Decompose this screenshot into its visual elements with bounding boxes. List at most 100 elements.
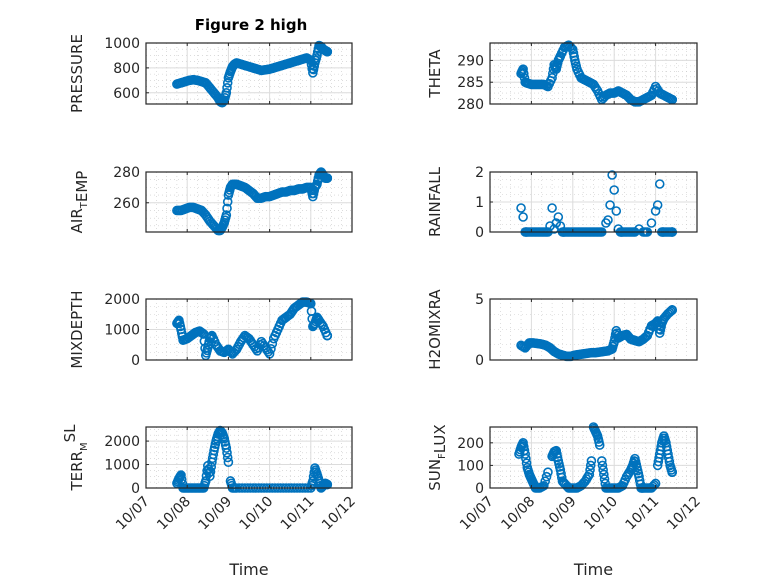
y-axis-label-part: T: [79, 201, 90, 209]
data-point: [518, 212, 528, 222]
subplot-rainfall: 0 1 2 RAINFALL: [426, 165, 698, 241]
x-tick-label: 10/10: [237, 494, 277, 534]
y-tick-label: 280: [113, 165, 140, 181]
x-tick-label: 10/10: [581, 494, 621, 534]
y-tick-label: 200: [457, 436, 484, 452]
x-tick-label: 10/09: [540, 494, 580, 534]
data-point: [649, 480, 660, 490]
data-point: [316, 319, 327, 330]
data-series: [516, 305, 677, 362]
data-point: [539, 480, 549, 491]
y-tick-label: 1000: [104, 458, 140, 474]
data-point: [586, 456, 597, 466]
y-tick-label: 290: [457, 53, 484, 69]
data-point: [547, 73, 557, 83]
data-point: [664, 307, 675, 318]
data-point: [223, 457, 234, 467]
y-axis-label: THETA: [426, 49, 444, 99]
y-tick-label: 0: [475, 225, 484, 241]
y-tick-label: 800: [113, 61, 140, 77]
subplot-theta: 280 285 290 THETA: [426, 40, 698, 113]
y-tick-label: 5: [475, 292, 484, 308]
x-tick-label: 10/12: [664, 494, 704, 534]
data-point: [322, 173, 333, 183]
data-point: [520, 449, 530, 459]
y-axis-label: AIRTEMP: [68, 171, 91, 234]
y-tick-label: 2: [475, 165, 484, 181]
data-point: [584, 469, 595, 480]
data-point: [667, 305, 677, 315]
data-point: [594, 440, 605, 450]
y-axis-label-part: M: [79, 442, 90, 451]
data-point: [206, 462, 217, 472]
data-point: [205, 466, 216, 477]
data-point: [322, 46, 333, 57]
axes-box: [489, 426, 698, 489]
data-point: [222, 452, 233, 463]
data-point: [598, 465, 608, 475]
y-tick-label: 0: [131, 481, 140, 497]
y-axis-label-part: THETA: [426, 49, 444, 99]
data-point: [221, 443, 232, 453]
x-tick-label: 10/07: [113, 494, 153, 534]
data-point: [599, 469, 609, 480]
y-tick-label: 1000: [104, 36, 140, 52]
y-tick-label: 260: [113, 196, 140, 212]
data-point: [547, 203, 557, 213]
data-point: [607, 170, 617, 180]
y-axis-label: TERRMSL: [61, 424, 90, 492]
data-point: [596, 456, 607, 466]
x-tick-label: 10/08: [154, 494, 194, 534]
y-axis-label: MIXDEPTH: [68, 290, 86, 368]
subplot-pressure: 600 800 1000 PRESSURE: [68, 34, 353, 113]
data-point: [569, 51, 579, 62]
subplot-terr_msl: 10/07 10/08 10/09 10/10 10/11 10/12 0 1000 2000 T…: [61, 424, 359, 579]
data-point: [222, 203, 232, 214]
axes-box: [489, 42, 698, 105]
y-axis-label-part: EMP: [73, 171, 91, 202]
y-tick-label: 2000: [104, 434, 140, 450]
axes-box: [145, 426, 353, 489]
data-point: [322, 330, 333, 341]
data-point: [611, 206, 622, 216]
data-point: [585, 460, 596, 471]
x-tick-label: 10/09: [195, 494, 235, 534]
data-point: [222, 196, 233, 207]
y-tick-label: 285: [457, 75, 484, 91]
axes-box: [145, 171, 353, 233]
y-axis-label-part: PRESSURE: [68, 34, 86, 113]
data-point: [603, 215, 613, 225]
data-point: [650, 206, 661, 216]
x-tick-label: 10/08: [498, 494, 538, 534]
data-point: [222, 448, 232, 458]
data-point: [605, 200, 615, 210]
data-point: [519, 68, 529, 79]
data-series: [172, 40, 333, 108]
y-axis-label-part: H2OMIXRA: [426, 289, 444, 370]
data-point: [652, 200, 663, 210]
data-point: [541, 471, 552, 482]
y-axis-label: RAINFALL: [426, 166, 444, 237]
data-point: [266, 344, 276, 354]
y-tick-label: 1000: [104, 323, 140, 339]
data-point: [665, 306, 676, 317]
data-series: [172, 297, 333, 361]
data-point: [597, 460, 608, 471]
y-tick-label: 0: [475, 481, 484, 497]
data-point: [566, 43, 577, 53]
y-axis-label-part: SUN: [426, 459, 444, 491]
x-tick-label: 10/11: [278, 494, 318, 534]
y-axis-label-part: TERR: [68, 451, 86, 492]
x-axis-label: Time: [573, 560, 613, 579]
y-axis-label-part: MIXDEPTH: [68, 290, 86, 368]
subplot-air_temp: 260 280 AIRTEMP: [68, 165, 353, 236]
data-point: [543, 467, 553, 477]
data-point: [521, 458, 532, 468]
axes-box: [145, 42, 353, 105]
data-series: [172, 167, 333, 236]
y-axis-label-part: AIR: [68, 208, 86, 233]
data-point: [204, 467, 214, 478]
y-tick-label: 100: [457, 458, 484, 474]
y-tick-label: 2000: [104, 292, 140, 308]
